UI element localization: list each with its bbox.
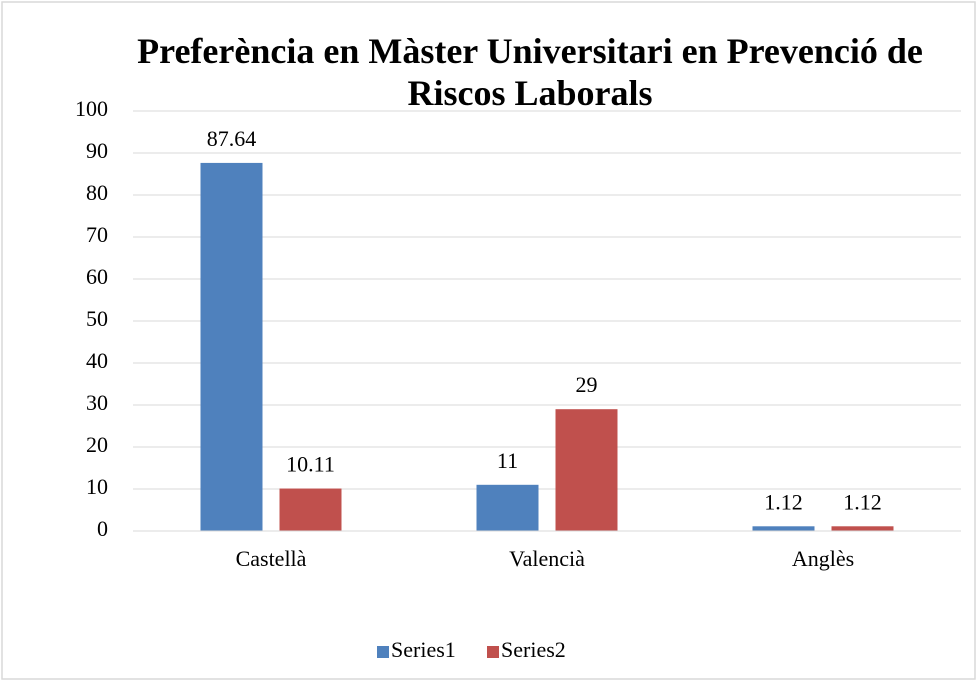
bar (555, 409, 618, 531)
legend-label: Series1 (391, 637, 456, 662)
chart-title: Preferència en Màster Universitari en Pr… (137, 31, 923, 113)
data-label: 29 (576, 372, 598, 397)
legend-label: Series2 (501, 637, 566, 662)
bar (476, 484, 539, 531)
y-tick-label: 50 (86, 306, 108, 331)
x-tick-label: Castellà (236, 546, 307, 571)
data-label: 11 (497, 448, 518, 473)
y-tick-label: 70 (86, 222, 108, 247)
bar (752, 526, 815, 531)
y-tick-label: 0 (97, 516, 108, 541)
y-tick-label: 30 (86, 390, 108, 415)
legend-swatch (487, 646, 499, 658)
y-tick-label: 100 (75, 96, 108, 121)
legend-swatch (377, 646, 389, 658)
bar (831, 526, 894, 531)
x-tick-label: Anglès (792, 546, 854, 571)
y-tick-label: 40 (86, 348, 108, 373)
bar (279, 488, 342, 531)
data-label: 1.12 (764, 489, 803, 514)
x-tick-label: Valencià (509, 546, 585, 571)
y-tick-label: 20 (86, 432, 108, 457)
y-tick-label: 10 (86, 474, 108, 499)
data-label: 1.12 (843, 489, 882, 514)
bar (200, 162, 263, 532)
y-tick-label: 80 (86, 180, 108, 205)
y-tick-label: 60 (86, 264, 108, 289)
data-label: 10.11 (286, 452, 335, 477)
y-tick-label: 90 (86, 138, 108, 163)
data-label: 87.64 (207, 126, 257, 151)
